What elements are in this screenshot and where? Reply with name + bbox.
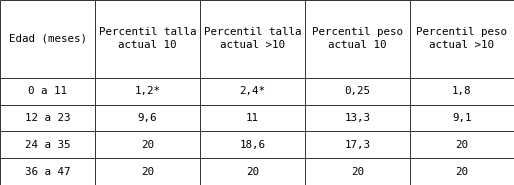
Bar (0, 0, 95, 78)
Text: Percentil talla
actual 10: Percentil talla actual 10 (99, 27, 196, 51)
Text: Percentil peso
actual 10: Percentil peso actual 10 (311, 27, 403, 51)
Bar (410, 105, 514, 131)
Bar (200, 131, 305, 158)
Bar (95, 105, 200, 131)
Text: Percentil talla
actual >10: Percentil talla actual >10 (204, 27, 301, 51)
Text: 20: 20 (141, 166, 154, 177)
Bar (95, 158, 200, 185)
Text: 18,6: 18,6 (240, 140, 265, 150)
Bar (95, 131, 200, 158)
Text: 1,8: 1,8 (452, 86, 471, 96)
Bar (95, 0, 200, 78)
Bar (0, 78, 95, 105)
Text: 20: 20 (455, 140, 468, 150)
Bar (410, 0, 514, 78)
Bar (200, 105, 305, 131)
Bar (305, 0, 410, 78)
Text: 2,4*: 2,4* (240, 86, 265, 96)
Bar (200, 158, 305, 185)
Text: 20: 20 (141, 140, 154, 150)
Bar (95, 78, 200, 105)
Bar (0, 158, 95, 185)
Bar (410, 131, 514, 158)
Text: 11: 11 (246, 113, 259, 123)
Bar (305, 78, 410, 105)
Bar (0, 105, 95, 131)
Text: 20: 20 (351, 166, 364, 177)
Text: 20: 20 (455, 166, 468, 177)
Text: 24 a 35: 24 a 35 (25, 140, 70, 150)
Bar (410, 158, 514, 185)
Text: 12 a 23: 12 a 23 (25, 113, 70, 123)
Bar (305, 105, 410, 131)
Bar (200, 78, 305, 105)
Bar (305, 158, 410, 185)
Bar (305, 131, 410, 158)
Text: 20: 20 (246, 166, 259, 177)
Bar (200, 0, 305, 78)
Text: 9,1: 9,1 (452, 113, 471, 123)
Text: 9,6: 9,6 (138, 113, 157, 123)
Text: 1,2*: 1,2* (135, 86, 160, 96)
Text: 0 a 11: 0 a 11 (28, 86, 67, 96)
Text: 36 a 47: 36 a 47 (25, 166, 70, 177)
Text: 13,3: 13,3 (344, 113, 370, 123)
Text: 17,3: 17,3 (344, 140, 370, 150)
Text: Edad (meses): Edad (meses) (9, 34, 86, 44)
Text: Percentil peso
actual >10: Percentil peso actual >10 (416, 27, 507, 51)
Bar (0, 131, 95, 158)
Text: 0,25: 0,25 (344, 86, 370, 96)
Bar (410, 78, 514, 105)
